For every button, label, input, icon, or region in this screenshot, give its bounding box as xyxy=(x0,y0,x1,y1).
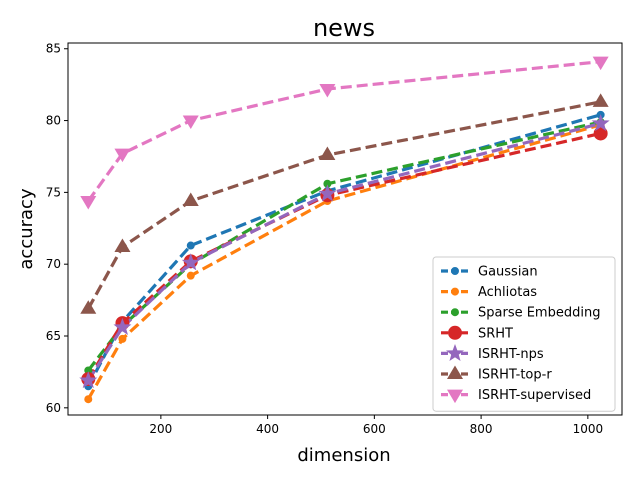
y-tick-label: 60 xyxy=(46,401,61,415)
data-point-isrht-nps xyxy=(113,317,132,336)
data-point-achliotas xyxy=(118,334,127,343)
plot-markers xyxy=(79,56,610,404)
data-point-achliotas xyxy=(186,271,195,280)
y-tick-label: 80 xyxy=(46,114,61,128)
data-point-isrht-top-r xyxy=(182,192,199,206)
data-point-isrht-top-r xyxy=(114,238,131,252)
legend-label-gaussian: Gaussian xyxy=(478,265,538,280)
data-point-isrht-top-r xyxy=(592,93,609,107)
y-axis-label: accuracy xyxy=(16,188,37,270)
legend-marker-srht xyxy=(448,325,462,340)
data-point-isrht-supervised xyxy=(114,148,131,163)
x-tick-label: 1000 xyxy=(573,422,604,436)
y-tick-label: 65 xyxy=(46,329,61,343)
x-tick-label: 800 xyxy=(470,422,493,436)
data-point-isrht-nps xyxy=(181,253,200,271)
legend-marker-sparse-embedding xyxy=(451,308,459,317)
legend-box xyxy=(432,256,616,412)
legend-label-srht: SRHT xyxy=(478,326,513,341)
legend-marker-isrht-nps xyxy=(445,343,465,362)
data-point-isrht-top-r xyxy=(319,146,336,161)
x-axis-label: dimension xyxy=(297,445,390,466)
legend-marker-isrht-supervised xyxy=(447,389,464,404)
legend-label-isrht-supervised: ISRHT-supervised xyxy=(478,388,591,403)
x-axis: 200 400 600 800 1000 xyxy=(149,415,603,436)
x-tick-label: 600 xyxy=(363,422,386,436)
series-line-isrht-nps xyxy=(86,121,602,382)
y-tick-label: 85 xyxy=(46,42,61,56)
legend-marker-gaussian xyxy=(451,267,459,275)
data-point-gaussian xyxy=(186,241,195,250)
data-point-isrht-top-r xyxy=(80,300,97,314)
legend-marker-isrht-top-r xyxy=(447,365,464,379)
legend-marker-achliotas xyxy=(451,287,459,296)
plot-frame xyxy=(67,42,623,416)
series-line-srht xyxy=(86,131,602,380)
legend-label-sparse-embedding: Sparse Embedding xyxy=(478,306,600,321)
legend-label-achliotas: Achliotas xyxy=(478,285,537,300)
chart-title: news xyxy=(313,14,375,42)
data-point-isrht-supervised xyxy=(592,56,609,71)
y-tick-label: 70 xyxy=(46,257,61,271)
data-point-isrht-nps xyxy=(591,113,610,132)
data-point-isrht-nps xyxy=(79,371,98,389)
y-axis: 60 65 70 75 80 85 xyxy=(46,42,68,415)
x-tick-label: 200 xyxy=(149,422,172,436)
data-point-achliotas xyxy=(84,395,93,404)
y-tick-label: 75 xyxy=(46,185,61,199)
data-point-isrht-supervised xyxy=(182,115,199,130)
legend-label-isrht-top-r: ISRHT-top-r xyxy=(478,368,552,383)
data-point-isrht-nps xyxy=(318,184,337,202)
x-tick-label: 400 xyxy=(256,422,279,436)
data-point-isrht-supervised xyxy=(80,195,97,210)
legend: Gaussian Achliotas Sparse Embedding SRHT ISR… xyxy=(432,256,616,412)
legend-label-isrht-nps: ISRHT-nps xyxy=(478,347,544,362)
data-point-isrht-supervised xyxy=(319,83,336,98)
